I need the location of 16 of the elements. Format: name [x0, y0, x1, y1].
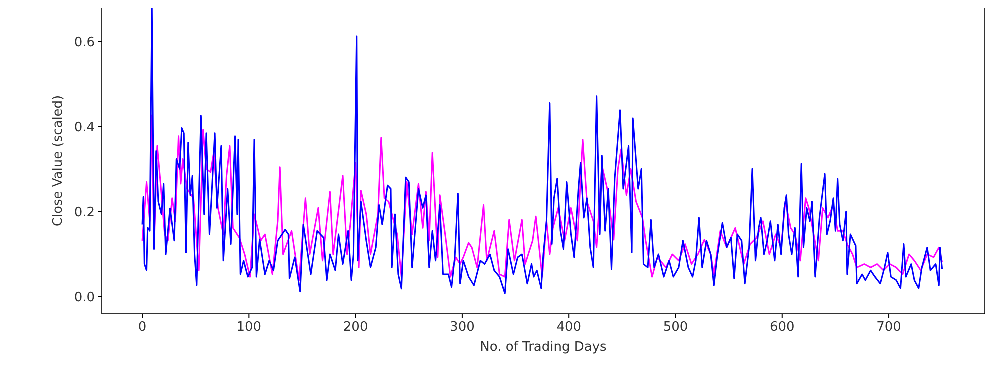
x-tick-label: 200: [343, 320, 368, 335]
x-axis-title: No. of Trading Days: [480, 340, 608, 355]
y-tick-label: 0.4: [74, 120, 95, 136]
x-tick-label: 300: [450, 320, 475, 335]
y-tick-label: 0.6: [74, 36, 95, 51]
x-tick-label: 400: [556, 320, 582, 335]
y-axis-title: Close Value (scaled): [51, 95, 66, 227]
x-tick-label: 700: [876, 320, 902, 335]
y-tick-label: 0.2: [74, 206, 95, 221]
line-series: [142, 8, 944, 294]
x-tick-label: 500: [663, 320, 688, 335]
line-series: [142, 114, 944, 282]
x-tick-label: 100: [236, 320, 262, 335]
y-tick-label: 0.0: [74, 290, 95, 306]
x-tick-label: 0: [138, 320, 147, 335]
x-tick-label: 600: [770, 320, 795, 335]
